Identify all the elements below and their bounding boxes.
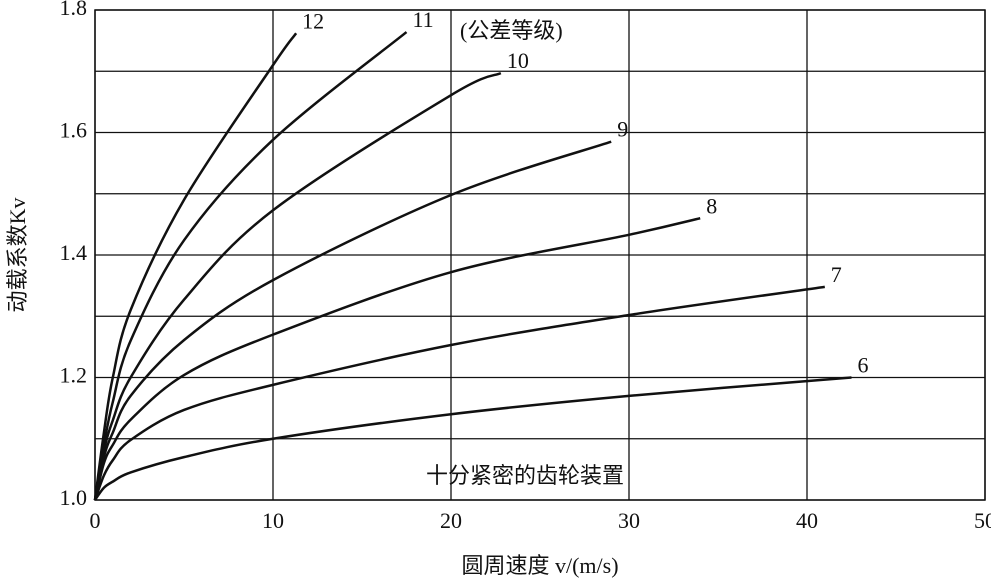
line — [93, 71, 502, 501]
x-axis-label: 圆周速度 v/(m/s) — [461, 553, 618, 578]
x-tick-label: 30 — [618, 508, 640, 533]
x-tick-label: 0 — [90, 508, 101, 533]
series-label: 6 — [858, 353, 869, 378]
x-tick-label: 40 — [796, 508, 818, 533]
y-tick-label: 1.2 — [60, 363, 88, 388]
line — [93, 32, 298, 501]
series-label: 9 — [617, 117, 628, 142]
line — [93, 285, 825, 501]
line — [93, 31, 408, 501]
y-tick-label: 1.6 — [60, 118, 88, 143]
series-label: 10 — [507, 48, 529, 73]
x-tick-label: 20 — [440, 508, 462, 533]
series-label: 7 — [831, 262, 842, 287]
y-tick-label: 1.8 — [60, 0, 88, 20]
y-tick-label: 1.0 — [60, 485, 88, 510]
line — [93, 376, 852, 501]
annotation: 十分紧密的齿轮装置 — [426, 463, 624, 488]
plot-frame — [94, 9, 986, 501]
x-tick-label: 10 — [262, 508, 284, 533]
y-axis-label: 动载系数Kv — [5, 198, 30, 313]
series-label: 8 — [706, 193, 717, 218]
line — [93, 217, 701, 501]
x-tick-label: 50 — [974, 508, 991, 533]
series-label: 11 — [413, 7, 434, 32]
annotation: (公差等级) — [460, 18, 563, 43]
y-tick-label: 1.4 — [60, 240, 88, 265]
line — [93, 140, 612, 501]
series-label: 12 — [302, 8, 324, 33]
